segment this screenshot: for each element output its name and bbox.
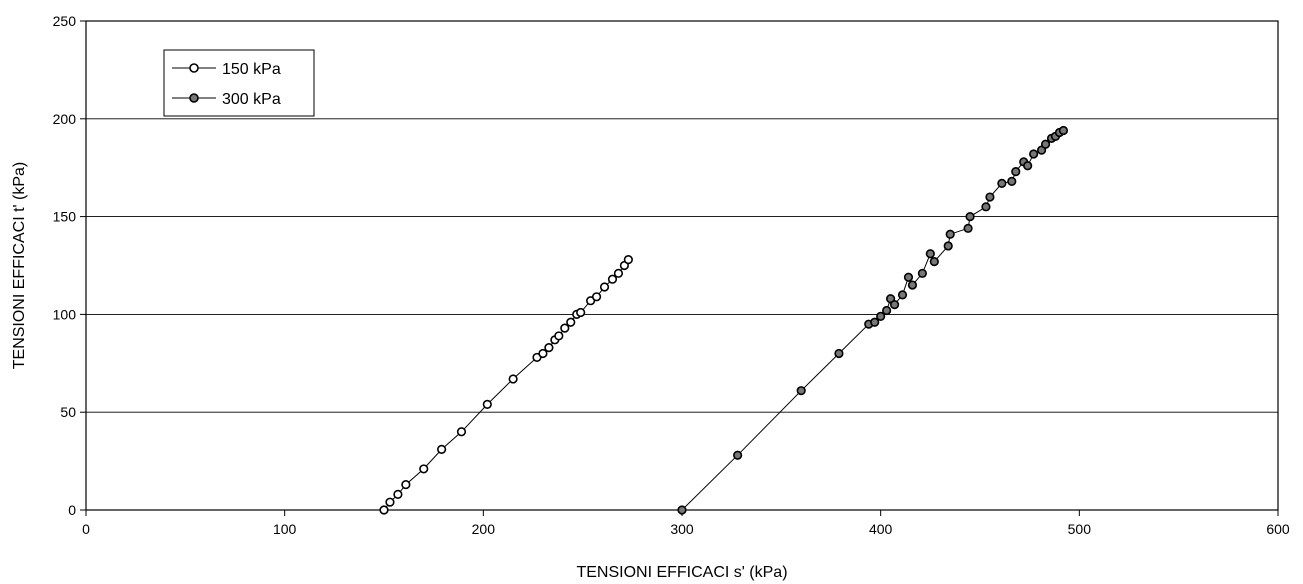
data-point bbox=[1040, 139, 1051, 149]
x-axis-title: TENSIONI EFFICACI s' (kPa) bbox=[576, 564, 787, 581]
data-point bbox=[876, 311, 886, 321]
y-tick-label-250: 250 bbox=[53, 13, 77, 29]
legend-marker-150kpa bbox=[189, 63, 199, 73]
data-point bbox=[379, 505, 389, 515]
y-tick-label-50: 50 bbox=[60, 404, 76, 420]
series-150-kpa bbox=[379, 255, 633, 515]
data-point bbox=[613, 268, 624, 278]
y-tick-label-100: 100 bbox=[53, 306, 77, 322]
y-axis-title: TENSIONI EFFICACI t' (kPa) bbox=[11, 162, 28, 370]
data-point bbox=[889, 300, 900, 310]
data-point bbox=[566, 317, 576, 327]
data-point bbox=[591, 292, 602, 302]
data-point bbox=[985, 192, 995, 202]
data-point bbox=[943, 241, 953, 251]
data-point bbox=[733, 450, 743, 460]
data-point bbox=[607, 274, 618, 284]
data-point bbox=[623, 255, 633, 265]
data-point bbox=[393, 489, 403, 499]
data-point bbox=[925, 249, 935, 259]
data-point bbox=[965, 212, 975, 222]
legend-entry-150kpa: 150 kPa bbox=[172, 61, 281, 78]
legend-label-300kpa: 300 kPa bbox=[222, 91, 281, 108]
data-point bbox=[963, 223, 973, 233]
data-point bbox=[576, 307, 586, 318]
data-point bbox=[385, 497, 395, 507]
data-point bbox=[882, 305, 892, 316]
data-point bbox=[917, 268, 927, 278]
data-point bbox=[560, 323, 570, 333]
data-point bbox=[945, 229, 955, 239]
data-point bbox=[897, 290, 908, 300]
axis-tick-labels: 0 100 200 300 400 500 600 0 50 100 150 200 250 bbox=[53, 13, 1290, 537]
data-point bbox=[903, 272, 914, 282]
data-point bbox=[544, 343, 554, 353]
data-point bbox=[554, 331, 564, 341]
legend-marker-300kpa bbox=[189, 93, 199, 103]
data-point bbox=[834, 348, 844, 359]
data-point bbox=[1029, 149, 1039, 159]
x-tick-label-400: 400 bbox=[869, 521, 893, 537]
data-point bbox=[508, 374, 518, 384]
data-point bbox=[599, 282, 610, 292]
data-point bbox=[981, 202, 991, 212]
x-tick-label-100: 100 bbox=[273, 521, 297, 537]
data-series bbox=[379, 125, 1069, 515]
data-point bbox=[419, 464, 429, 474]
x-tick-label-300: 300 bbox=[670, 521, 694, 537]
legend-entry-300kpa: 300 kPa bbox=[172, 91, 281, 108]
data-point bbox=[1058, 125, 1069, 136]
data-point bbox=[482, 399, 492, 409]
legend: 150 kPa 300 kPa bbox=[163, 49, 315, 117]
y-tick-label-150: 150 bbox=[53, 209, 77, 225]
series-300-kpa bbox=[677, 125, 1069, 515]
y-tick-label-0: 0 bbox=[68, 502, 76, 518]
y-tick-label-200: 200 bbox=[53, 111, 77, 127]
data-point bbox=[538, 348, 548, 359]
data-point bbox=[1023, 161, 1033, 171]
x-tick-label-0: 0 bbox=[82, 521, 90, 537]
x-tick-label-200: 200 bbox=[472, 521, 496, 537]
x-tick-label-600: 600 bbox=[1266, 521, 1290, 537]
legend-box bbox=[163, 49, 315, 117]
data-point bbox=[929, 256, 939, 267]
data-point bbox=[401, 479, 411, 490]
data-point bbox=[1007, 176, 1017, 186]
data-point bbox=[796, 386, 806, 396]
grid-lines bbox=[86, 118, 1278, 413]
data-point bbox=[997, 178, 1007, 188]
axis-ticks bbox=[80, 20, 1279, 516]
x-tick-label-500: 500 bbox=[1068, 521, 1092, 537]
data-point bbox=[677, 505, 687, 515]
legend-label-150kpa: 150 kPa bbox=[222, 61, 281, 78]
data-point bbox=[907, 280, 918, 290]
data-point bbox=[1011, 167, 1021, 177]
data-point bbox=[437, 444, 447, 454]
data-point bbox=[870, 317, 880, 327]
data-point bbox=[456, 427, 467, 437]
